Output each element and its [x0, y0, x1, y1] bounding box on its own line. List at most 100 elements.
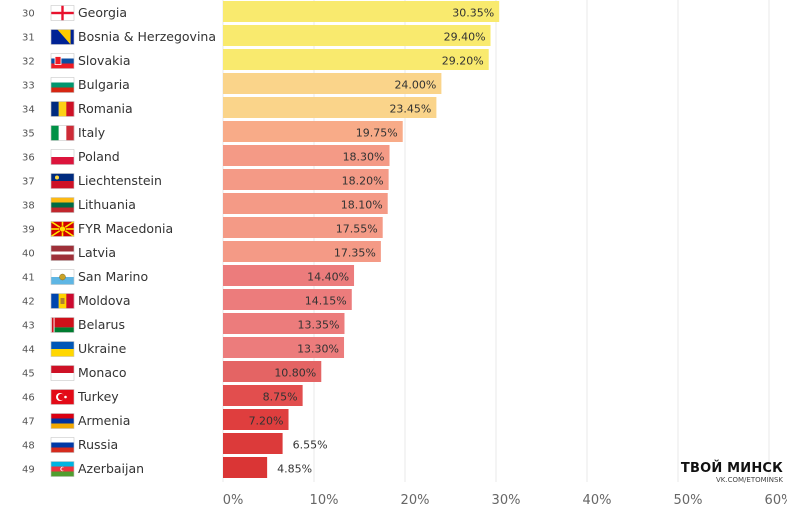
- x-tick-label: 40%: [583, 493, 612, 508]
- value-label: 30.35%: [452, 7, 494, 20]
- flag-azerbaijan-icon: [50, 461, 75, 477]
- bar: [223, 265, 355, 286]
- value-label: 19.75%: [356, 127, 398, 140]
- value-label: 13.30%: [297, 343, 339, 356]
- flag-turkey-icon: [50, 389, 75, 405]
- rank-label: 35: [22, 129, 35, 140]
- x-tick-label: 10%: [310, 493, 339, 508]
- value-label: 7.20%: [249, 415, 284, 428]
- country-label: Slovakia: [78, 53, 130, 68]
- bar: [223, 313, 345, 334]
- list-item: 31 Bosnia & Herzegovina 29.40%: [22, 25, 491, 46]
- bar: [223, 241, 381, 262]
- country-label: Armenia: [78, 413, 130, 428]
- bar: [223, 433, 283, 454]
- list-item: 42 Moldova 14.15%: [22, 289, 352, 310]
- list-item: 40 Latvia 17.35%: [22, 241, 381, 262]
- bar: [223, 97, 437, 118]
- bar: [223, 217, 383, 238]
- rank-label: 45: [22, 369, 35, 380]
- value-label: 10.80%: [274, 367, 316, 380]
- country-label: Romania: [78, 101, 133, 116]
- value-label: 4.85%: [277, 463, 312, 476]
- list-item: 37 Liechtenstein 18.20%: [22, 169, 389, 190]
- value-label: 6.55%: [293, 439, 328, 452]
- value-label: 13.35%: [298, 319, 340, 332]
- rank-label: 32: [22, 57, 35, 68]
- bar: [223, 409, 289, 430]
- country-label: Bulgaria: [78, 77, 130, 92]
- flag-bosnia-herzegovina-icon: [50, 29, 75, 45]
- value-label: 23.45%: [389, 103, 431, 116]
- value-label: 29.40%: [444, 31, 486, 44]
- rank-label: 44: [22, 345, 35, 356]
- country-label: Lithuania: [78, 197, 136, 212]
- value-label: 29.20%: [442, 55, 484, 68]
- rank-label: 31: [22, 33, 35, 44]
- x-tick-label: 20%: [401, 493, 430, 508]
- rank-label: 43: [22, 321, 35, 332]
- rank-label: 48: [22, 441, 35, 452]
- value-label: 18.20%: [342, 175, 384, 188]
- rank-label: 36: [22, 153, 35, 164]
- list-item: 33 Bulgaria 24.00%: [22, 73, 442, 94]
- list-item: 41 San Marino 14.40%: [22, 265, 355, 286]
- bar: [223, 121, 403, 142]
- value-label: 8.75%: [263, 391, 298, 404]
- flag-russia-icon: [50, 437, 75, 453]
- bar: [223, 337, 345, 358]
- rank-label: 47: [22, 417, 35, 428]
- flag-slovakia-icon: [50, 53, 75, 69]
- list-item: 47 Armenia 7.20%: [22, 409, 289, 430]
- bar: [223, 457, 268, 478]
- rank-label: 38: [22, 201, 35, 212]
- value-label: 17.55%: [336, 223, 378, 236]
- value-label: 14.40%: [307, 271, 349, 284]
- bar: [223, 193, 388, 214]
- country-label: Ukraine: [78, 341, 127, 356]
- rank-label: 33: [22, 81, 35, 92]
- list-item: 45 Monaco 10.80%: [22, 361, 322, 382]
- country-label: Italy: [78, 125, 106, 140]
- flag-fyr-macedonia-icon: [50, 220, 75, 238]
- value-label: 18.10%: [341, 199, 383, 212]
- brand-name: ТВОЙ МИНСК: [680, 461, 783, 476]
- flag-san-marino-icon: [50, 269, 75, 285]
- flag-bulgaria-icon: [50, 77, 75, 93]
- bar: [223, 169, 389, 190]
- list-item: 32 Slovakia 29.20%: [22, 49, 489, 70]
- country-label: Monaco: [78, 365, 127, 380]
- country-label: Russia: [78, 437, 118, 452]
- rank-label: 49: [22, 465, 35, 476]
- x-tick-label: 50%: [674, 493, 703, 508]
- country-label: San Marino: [78, 269, 148, 284]
- bar: [223, 289, 352, 310]
- flag-moldova-icon: [50, 293, 75, 309]
- list-item: 34 Romania 23.45%: [22, 97, 437, 118]
- value-label: 24.00%: [394, 79, 436, 92]
- bar: [223, 73, 442, 94]
- bar: [223, 361, 322, 382]
- flag-poland-icon: [50, 149, 75, 165]
- bar: [223, 1, 500, 22]
- rank-label: 34: [22, 105, 35, 116]
- country-label: Liechtenstein: [78, 173, 162, 188]
- rank-label: 37: [22, 177, 35, 188]
- bar: [223, 145, 390, 166]
- flag-romania-icon: [50, 101, 75, 117]
- x-tick-label: 30%: [492, 493, 521, 508]
- country-label: Poland: [78, 149, 120, 164]
- value-label: 14.15%: [305, 295, 347, 308]
- rank-label: 39: [22, 225, 35, 236]
- x-tick-label: 0%: [223, 493, 244, 508]
- list-item: 39 FYR Macedonia 17.55%: [22, 217, 383, 238]
- list-item: 48 Russia 6.55%: [22, 433, 328, 454]
- country-label: Moldova: [78, 293, 131, 308]
- country-label: FYR Macedonia: [78, 221, 173, 236]
- country-label: Azerbaijan: [78, 461, 144, 476]
- rank-label: 40: [22, 249, 35, 260]
- value-label: 18.30%: [343, 151, 385, 164]
- flag-belarus-icon: [50, 317, 75, 333]
- value-label: 17.35%: [334, 247, 376, 260]
